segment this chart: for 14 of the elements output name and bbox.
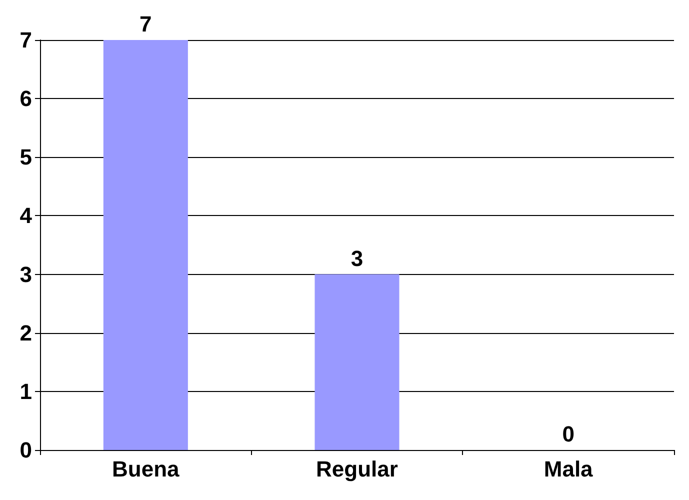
y-tick-label: 3 [20,262,32,287]
y-tick-label: 2 [20,320,32,346]
x-tick-label: Regular [316,456,398,482]
data-label: 7 [140,12,152,36]
y-tick-label: 5 [20,144,32,170]
x-tick-label: Buena [112,456,180,482]
y-tick-label: 0 [20,438,32,462]
data-label: 3 [350,246,364,271]
data-label: 0 [562,422,574,446]
y-tick-label: 7 [20,28,32,52]
x-tick-label: Mala [544,456,594,482]
y-tick-label: 1 [20,378,32,404]
y-tick-label: 6 [20,86,32,112]
y-tick-label: 4 [20,203,33,228]
